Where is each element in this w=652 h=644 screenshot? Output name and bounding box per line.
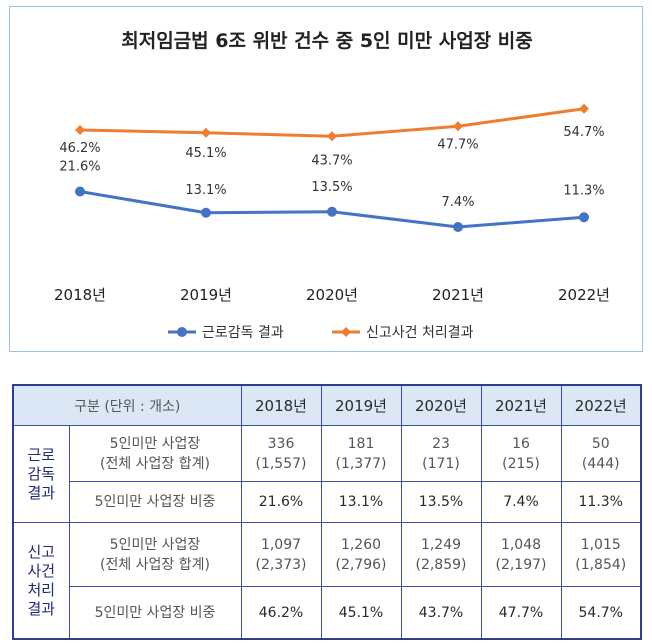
data-point xyxy=(75,186,85,197)
count-cell: 1,249 (2,859) xyxy=(400,522,482,588)
table-header-row: 구분 (단위 : 개소) 2018년 2019년 2020년 2021년 202… xyxy=(12,384,642,426)
table-year-header: 2021년 xyxy=(480,384,562,426)
x-tick-label: 2020년 xyxy=(306,286,358,304)
ratio-cell: 47.7% xyxy=(480,586,562,640)
data-label: 47.7% xyxy=(437,137,478,152)
x-tick-label: 2021년 xyxy=(432,286,484,304)
legend-marker xyxy=(341,327,351,337)
data-label: 13.1% xyxy=(185,183,226,198)
data-label: 13.5% xyxy=(311,180,352,195)
row-label-counts: 5인미만 사업장 (전체 사업장 합계) xyxy=(68,522,242,588)
table-row: 5인미만 사업장 비중 21.6% 13.1% 13.5% 7.4% 11.3% xyxy=(13,481,642,524)
series-complaint-cases: 46.2% 45.1% 43.7% 47.7% 54.7% xyxy=(59,103,605,168)
data-point xyxy=(579,103,589,114)
legend-label: 신고사건 처리결과 xyxy=(366,325,474,341)
table-row: 5인미만 사업장 비중 46.2% 45.1% 43.7% 47.7% 54.7… xyxy=(13,586,642,640)
data-point xyxy=(201,127,211,138)
count-cell: 1,015 (1,854) xyxy=(560,522,642,588)
data-label: 54.7% xyxy=(563,125,604,140)
count-cell: 23 (171) xyxy=(400,424,482,483)
line-chart: 최저임금법 6조 위반 건수 중 5인 미만 사업장 비중 21.6% 13.1%… xyxy=(54,30,610,341)
count-cell: 336 (1,557) xyxy=(240,424,322,483)
group-label-complaint-cases: 신고 사건 처리 결과 xyxy=(12,522,70,640)
ratio-cell: 11.3% xyxy=(560,481,642,524)
data-label: 11.3% xyxy=(563,183,604,198)
data-point xyxy=(453,222,463,232)
data-point xyxy=(453,121,463,132)
table-row: 신고 사건 처리 결과 5인미만 사업장 (전체 사업장 합계) 1,097 (2… xyxy=(12,522,642,640)
ratio-cell: 13.5% xyxy=(400,481,482,524)
data-table: 구분 (단위 : 개소) 2018년 2019년 2020년 2021년 202… xyxy=(12,384,642,640)
legend-label: 근로감독 결과 xyxy=(202,325,284,341)
series-labor-inspection: 21.6% 13.1% 13.5% 7.4% 11.3% xyxy=(59,160,605,232)
data-label: 7.4% xyxy=(441,195,474,210)
group-label-labor-inspection: 근로 감독 결과 xyxy=(12,424,70,524)
table-year-header: 2022년 xyxy=(560,384,642,426)
data-label: 21.6% xyxy=(59,160,100,175)
x-tick-label: 2022년 xyxy=(558,286,610,304)
count-cell: 1,097 (2,373) xyxy=(240,522,322,588)
count-cell: 16 (215) xyxy=(480,424,562,483)
table-year-header: 2020년 xyxy=(400,384,482,426)
data-point xyxy=(201,207,211,218)
legend-item: 근로감독 결과 xyxy=(168,325,284,341)
row-label-ratio: 5인미만 사업장 비중 xyxy=(68,586,242,640)
ratio-cell: 21.6% xyxy=(240,481,322,524)
count-cell: 50 (444) xyxy=(560,424,642,483)
data-point xyxy=(327,131,337,142)
table-row: 근로 감독 결과 5인미만 사업장 (전체 사업장 합계) 336 (1,557)… xyxy=(12,424,642,524)
data-point xyxy=(579,212,589,223)
data-label: 43.7% xyxy=(311,153,352,168)
count-cell: 181 (1,377) xyxy=(320,424,402,483)
data-point xyxy=(327,206,337,217)
data-point xyxy=(75,125,85,135)
chart-title: 최저임금법 6조 위반 건수 중 5인 미만 사업장 비중 xyxy=(121,30,532,52)
legend-marker xyxy=(177,327,187,337)
ratio-cell: 13.1% xyxy=(320,481,402,524)
chart-panel: 최저임금법 6조 위반 건수 중 5인 미만 사업장 비중 21.6% 13.1%… xyxy=(9,6,643,352)
count-cell: 1,260 (2,796) xyxy=(320,522,402,588)
ratio-cell: 43.7% xyxy=(400,586,482,640)
data-label: 45.1% xyxy=(185,146,226,161)
x-tick-label: 2019년 xyxy=(180,286,232,304)
legend-item: 신고사건 처리결과 xyxy=(332,325,474,341)
row-label-counts: 5인미만 사업장 (전체 사업장 합계) xyxy=(68,424,242,483)
table-corner-label: 구분 (단위 : 개소) xyxy=(12,384,242,426)
table-year-header: 2019년 xyxy=(320,384,402,426)
x-tick-label: 2018년 xyxy=(54,286,106,304)
ratio-cell: 7.4% xyxy=(480,481,562,524)
ratio-cell: 46.2% xyxy=(240,586,322,640)
count-cell: 1,048 (2,197) xyxy=(480,522,562,588)
data-label: 46.2% xyxy=(59,141,100,156)
row-label-ratio: 5인미만 사업장 비중 xyxy=(68,481,242,524)
table-year-header: 2018년 xyxy=(240,384,322,426)
ratio-cell: 54.7% xyxy=(560,586,642,640)
ratio-cell: 45.1% xyxy=(320,586,402,640)
